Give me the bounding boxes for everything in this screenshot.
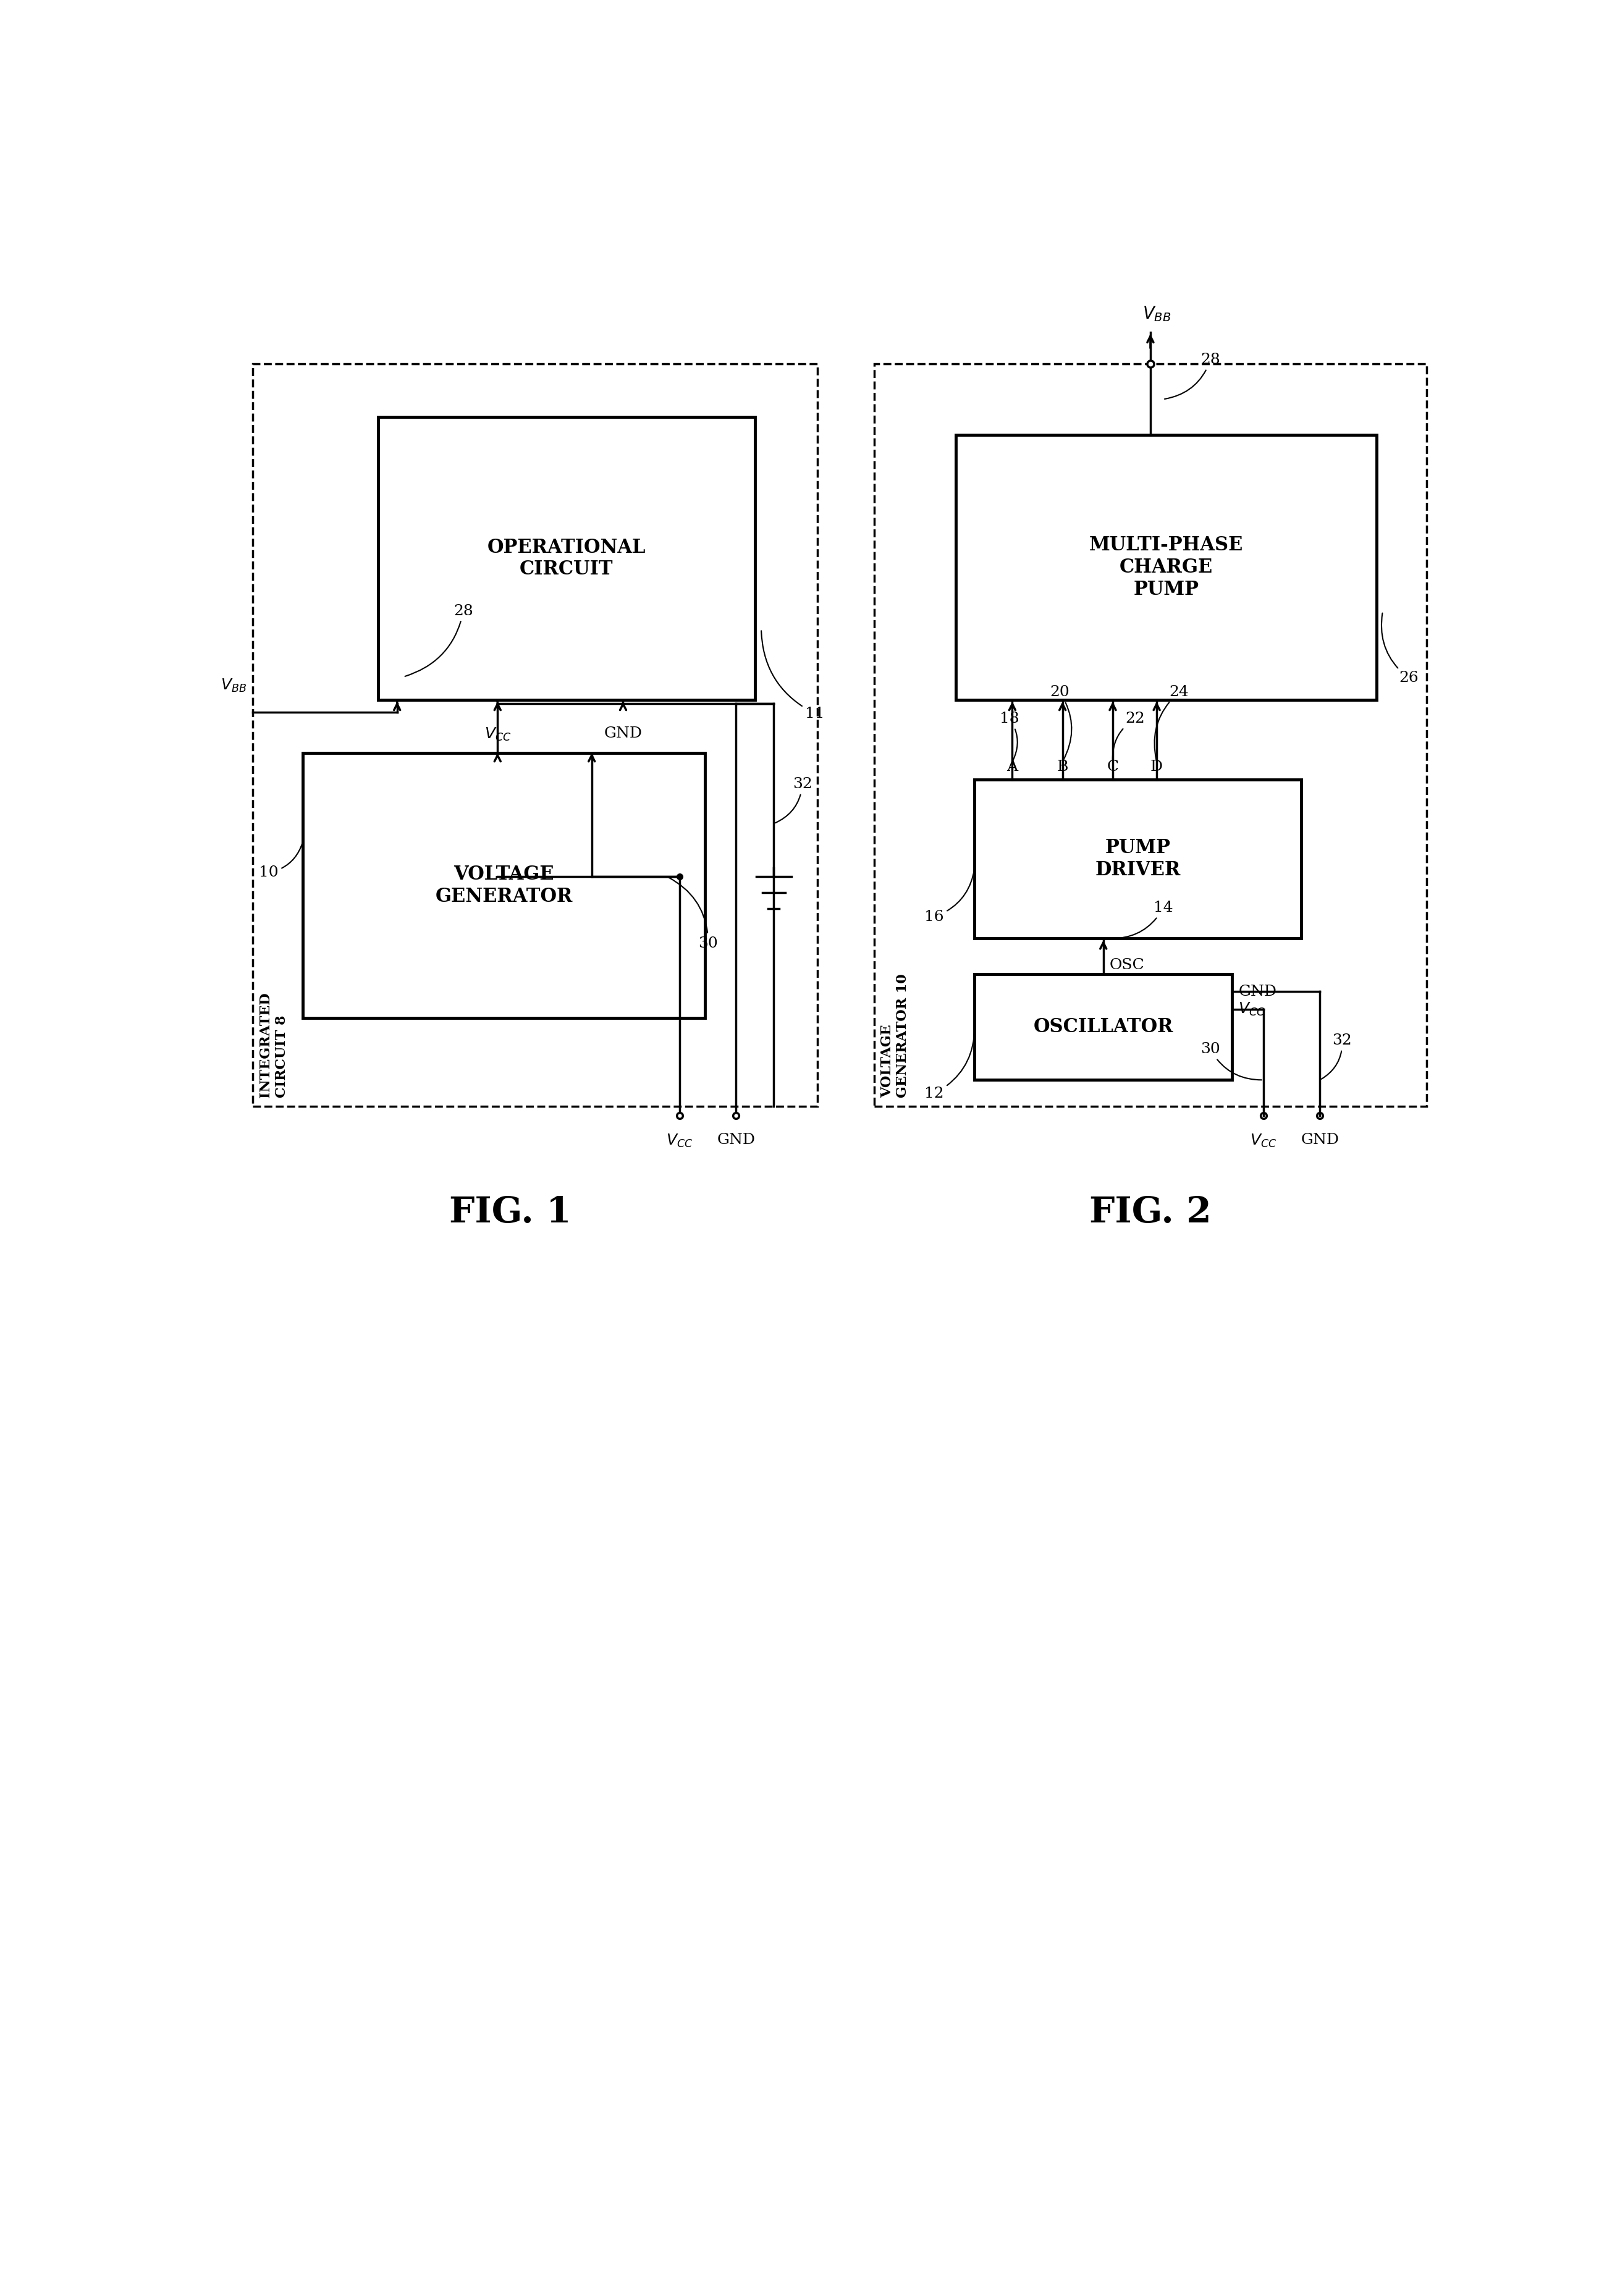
- Text: $V_{CC}$: $V_{CC}$: [666, 1132, 693, 1148]
- Text: OPERATIONAL
CIRCUIT: OPERATIONAL CIRCUIT: [488, 537, 646, 579]
- Text: 30: 30: [1200, 1042, 1262, 1079]
- Text: $V_{CC}$: $V_{CC}$: [1238, 1001, 1265, 1017]
- Text: 32: 32: [1322, 1033, 1353, 1079]
- Text: GND: GND: [718, 1132, 755, 1148]
- Text: FIG. 2: FIG. 2: [1089, 1196, 1212, 1231]
- Text: INTEGRATED
CIRCUIT 8: INTEGRATED CIRCUIT 8: [259, 992, 288, 1097]
- Text: PUMP
DRIVER: PUMP DRIVER: [1095, 838, 1181, 879]
- Text: 11: 11: [761, 631, 825, 721]
- Bar: [975, 974, 1233, 1079]
- Text: 20: 20: [1050, 684, 1071, 760]
- Text: 18: 18: [1000, 712, 1019, 760]
- Text: OSC: OSC: [1110, 957, 1145, 971]
- Text: C: C: [1106, 760, 1119, 774]
- Text: 26: 26: [1382, 613, 1419, 684]
- Text: MULTI-PHASE
CHARGE
PUMP: MULTI-PHASE CHARGE PUMP: [1089, 535, 1243, 599]
- Text: 10: 10: [259, 843, 303, 879]
- Bar: [303, 753, 705, 1017]
- Text: B: B: [1056, 760, 1068, 774]
- Text: $V_{BB}$: $V_{BB}$: [220, 677, 246, 693]
- Text: GND: GND: [604, 726, 642, 742]
- Bar: [875, 365, 1427, 1107]
- Text: $V_{BB}$: $V_{BB}$: [1142, 305, 1171, 324]
- Text: $V_{CC}$: $V_{CC}$: [484, 726, 510, 742]
- Text: A: A: [1006, 760, 1017, 774]
- Text: FIG. 1: FIG. 1: [449, 1196, 572, 1231]
- Text: $V_{CC}$: $V_{CC}$: [1251, 1132, 1277, 1148]
- Bar: [253, 365, 818, 1107]
- Text: 28: 28: [1165, 354, 1220, 400]
- Text: 32: 32: [776, 776, 812, 822]
- Text: 24: 24: [1155, 684, 1189, 760]
- Text: GND: GND: [1301, 1132, 1340, 1148]
- Text: 30: 30: [669, 877, 718, 951]
- Bar: [975, 778, 1301, 939]
- Text: OSCILLATOR: OSCILLATOR: [1034, 1017, 1173, 1035]
- Text: 28: 28: [405, 604, 473, 677]
- Bar: [956, 434, 1377, 700]
- Text: 16: 16: [925, 870, 974, 923]
- Text: GND: GND: [1238, 985, 1277, 999]
- Text: D: D: [1150, 760, 1163, 774]
- Text: 12: 12: [925, 1029, 975, 1100]
- Text: 22: 22: [1113, 712, 1145, 760]
- Text: VOLTAGE
GENERATOR 10: VOLTAGE GENERATOR 10: [881, 974, 910, 1097]
- Text: 14: 14: [1111, 900, 1173, 939]
- Text: VOLTAGE
GENERATOR: VOLTAGE GENERATOR: [436, 866, 572, 907]
- Bar: [379, 418, 755, 700]
